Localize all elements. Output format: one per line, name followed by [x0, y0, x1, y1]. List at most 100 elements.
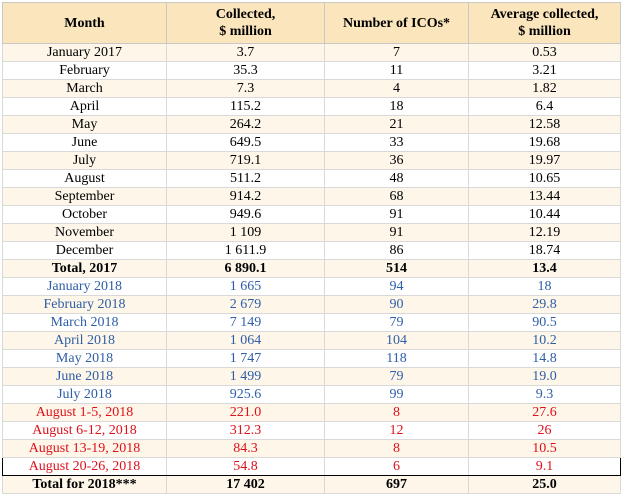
- cell-month: March: [2, 79, 167, 98]
- cell-average: 10.5: [468, 439, 621, 458]
- cell-average: 6.4: [468, 97, 621, 116]
- cell-average: 1.82: [468, 79, 621, 98]
- cell-average: 10.65: [468, 169, 621, 188]
- cell-month: August 6-12, 2018: [2, 421, 167, 440]
- cell-month: Total for 2018***: [2, 475, 167, 494]
- cell-collected: 649.5: [166, 133, 325, 152]
- cell-collected: 2 679: [166, 295, 325, 314]
- cell-average: 18.74: [468, 241, 621, 260]
- table-row: March 2018 7 149 79 90.5: [2, 313, 621, 332]
- cell-collected: 6 890.1: [166, 259, 325, 278]
- cell-icos: 12: [324, 421, 469, 440]
- cell-average: 26: [468, 421, 621, 440]
- cell-collected: 264.2: [166, 115, 325, 134]
- cell-collected: 511.2: [166, 169, 325, 188]
- cell-month: January 2018: [2, 277, 167, 296]
- cell-collected: 914.2: [166, 187, 325, 206]
- header-icos-label: Number of ICOs*: [342, 15, 451, 31]
- cell-icos: 18: [324, 97, 469, 116]
- table-row: May 2018 1 747 118 14.8: [2, 349, 621, 368]
- cell-average: 0.53: [468, 43, 621, 62]
- cell-collected: 1 064: [166, 331, 325, 350]
- cell-icos: 79: [324, 367, 469, 386]
- cell-collected: 115.2: [166, 97, 325, 116]
- ico-statistics-table: Month Collected, $ million Number of ICO…: [2, 2, 621, 494]
- table-row: September 914.2 68 13.44: [2, 187, 621, 206]
- table-row: December 1 611.9 86 18.74: [2, 241, 621, 260]
- table-row: June 2018 1 499 79 19.0: [2, 367, 621, 386]
- table-row: April 115.2 18 6.4: [2, 97, 621, 116]
- cell-month: August 20-26, 2018: [2, 457, 167, 476]
- table-row: March 7.3 4 1.82: [2, 79, 621, 98]
- cell-collected: 17 402: [166, 475, 325, 494]
- cell-month: December: [2, 241, 167, 260]
- cell-icos: 8: [324, 439, 469, 458]
- cell-month: August: [2, 169, 167, 188]
- cell-collected: 1 499: [166, 367, 325, 386]
- header-average: Average collected, $ million: [468, 2, 621, 44]
- cell-average: 13.4: [468, 259, 621, 278]
- cell-month: September: [2, 187, 167, 206]
- cell-collected: 719.1: [166, 151, 325, 170]
- table-row: Total, 2017 6 890.1 514 13.4: [2, 259, 621, 278]
- header-icos: Number of ICOs*: [324, 2, 469, 44]
- cell-average: 14.8: [468, 349, 621, 368]
- cell-average: 29.8: [468, 295, 621, 314]
- cell-month: July: [2, 151, 167, 170]
- header-collected: Collected, $ million: [166, 2, 325, 44]
- table-row: February 2018 2 679 90 29.8: [2, 295, 621, 314]
- table-row: July 719.1 36 19.97: [2, 151, 621, 170]
- cell-icos: 11: [324, 61, 469, 80]
- cell-icos: 94: [324, 277, 469, 296]
- table-body: January 2017 3.7 7 0.53 February 35.3 11 3.21 Ma…: [2, 43, 621, 494]
- cell-average: 18: [468, 277, 621, 296]
- header-month: Month: [2, 2, 167, 44]
- table-row: August 1-5, 2018 221.0 8 27.6: [2, 403, 621, 422]
- cell-icos: 91: [324, 205, 469, 224]
- cell-icos: 4: [324, 79, 469, 98]
- header-average-line1: Average collected,: [490, 7, 599, 22]
- cell-month: May: [2, 115, 167, 134]
- table-row: August 20-26, 2018 54.8 6 9.1: [2, 457, 621, 476]
- cell-month: May 2018: [2, 349, 167, 368]
- table-row: April 2018 1 064 104 10.2: [2, 331, 621, 350]
- cell-collected: 1 611.9: [166, 241, 325, 260]
- cell-average: 10.44: [468, 205, 621, 224]
- table-row: August 511.2 48 10.65: [2, 169, 621, 188]
- table-row: October 949.6 91 10.44: [2, 205, 621, 224]
- cell-icos: 7: [324, 43, 469, 62]
- cell-icos: 90: [324, 295, 469, 314]
- cell-month: August 1-5, 2018: [2, 403, 167, 422]
- table-row: February 35.3 11 3.21: [2, 61, 621, 80]
- cell-icos: 514: [324, 259, 469, 278]
- cell-icos: 697: [324, 475, 469, 494]
- cell-icos: 8: [324, 403, 469, 422]
- cell-month: Total, 2017: [2, 259, 167, 278]
- cell-collected: 949.6: [166, 205, 325, 224]
- cell-icos: 36: [324, 151, 469, 170]
- cell-month: February 2018: [2, 295, 167, 314]
- cell-month: November: [2, 223, 167, 242]
- header-month-label: Month: [64, 15, 105, 31]
- cell-average: 9.1: [468, 457, 621, 476]
- cell-icos: 99: [324, 385, 469, 404]
- header-collected-line1: Collected,: [215, 7, 276, 22]
- cell-collected: 35.3: [166, 61, 325, 80]
- cell-month: July 2018: [2, 385, 167, 404]
- cell-average: 10.2: [468, 331, 621, 350]
- cell-icos: 33: [324, 133, 469, 152]
- cell-collected: 1 109: [166, 223, 325, 242]
- cell-collected: 7 149: [166, 313, 325, 332]
- cell-average: 25.0: [468, 475, 621, 494]
- cell-icos: 118: [324, 349, 469, 368]
- cell-icos: 86: [324, 241, 469, 260]
- cell-month: June 2018: [2, 367, 167, 386]
- header-row: Month Collected, $ million Number of ICO…: [2, 2, 621, 44]
- table-row: June 649.5 33 19.68: [2, 133, 621, 152]
- cell-month: January 2017: [2, 43, 167, 62]
- table-row: July 2018 925.6 99 9.3: [2, 385, 621, 404]
- cell-average: 19.97: [468, 151, 621, 170]
- header-average-line2: $ million: [518, 24, 571, 39]
- table-row: May 264.2 21 12.58: [2, 115, 621, 134]
- cell-average: 19.68: [468, 133, 621, 152]
